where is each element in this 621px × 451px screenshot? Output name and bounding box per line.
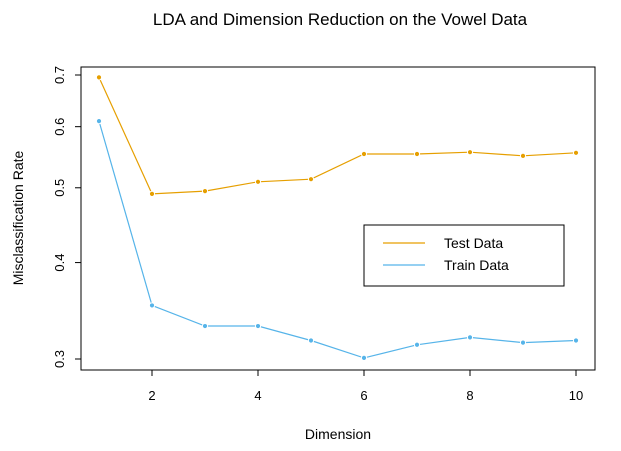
legend-box	[363, 224, 565, 287]
y-tick-label: 0.4	[52, 254, 67, 272]
test-data-point	[201, 188, 209, 195]
test-data-point	[519, 152, 527, 159]
test-data-point	[413, 150, 421, 158]
x-tick-label: 10	[569, 388, 583, 403]
y-tick-label: 0.3	[52, 350, 67, 368]
y-axis-label: Misclassification Rate	[10, 150, 26, 285]
test-data-point	[572, 149, 580, 156]
train-data-point	[466, 334, 474, 341]
train-data-line	[98, 120, 577, 359]
x-tick-label: 2	[148, 388, 155, 403]
train-data-point	[572, 337, 580, 344]
test-data-point	[360, 150, 368, 158]
y-tick-label: 0.7	[52, 66, 67, 84]
train-data-legend-label: Train Data	[444, 257, 509, 273]
x-axis-label: Dimension	[305, 426, 371, 442]
test-data-line	[98, 77, 577, 195]
x-axis: 2 4 6 8 10	[148, 370, 583, 403]
test-data-legend-label: Test Data	[444, 235, 503, 251]
train-data-point	[307, 337, 315, 344]
x-tick-label: 8	[466, 388, 473, 403]
plot-frame	[80, 66, 596, 371]
train-data-point	[519, 339, 527, 346]
train-data-point	[413, 341, 421, 348]
x-tick-label: 6	[360, 388, 367, 403]
y-axis: 0.3 0.4 0.5 0.6 0.7	[52, 66, 81, 368]
train-data-point	[360, 354, 368, 361]
train-data-point	[95, 118, 103, 125]
test-data-point	[148, 190, 156, 197]
test-data-point	[307, 176, 315, 183]
test-data-point	[466, 149, 474, 156]
train-data-point	[254, 322, 262, 330]
train-data-point	[148, 302, 156, 309]
legend: Test Data Train Data	[363, 224, 565, 287]
chart-title: LDA and Dimension Reduction on the Vowel…	[153, 10, 528, 29]
train-data-point	[201, 322, 209, 330]
x-tick-label: 4	[254, 388, 261, 403]
y-tick-label: 0.6	[52, 118, 67, 136]
y-tick-label: 0.5	[52, 179, 67, 197]
series-layer	[95, 74, 580, 361]
test-data-point	[95, 74, 103, 81]
test-data-point	[254, 178, 262, 185]
